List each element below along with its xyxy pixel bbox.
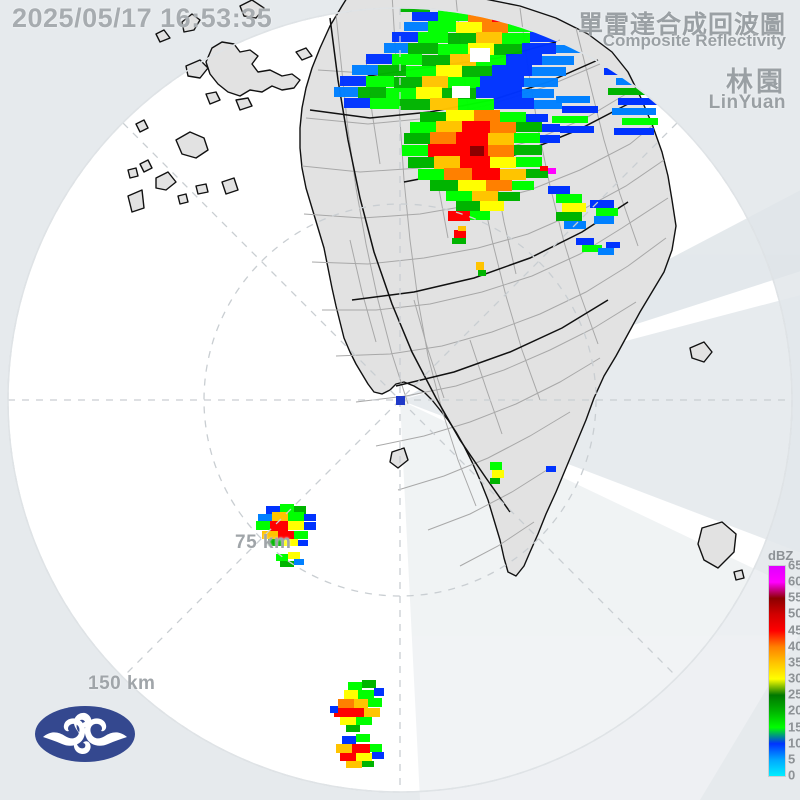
penghu-islet-5 [239, 0, 265, 19]
legend-tick-60: 60 [788, 573, 800, 589]
legend-tick-35: 35 [788, 654, 800, 670]
legend-tick-25: 25 [788, 686, 800, 702]
cwa-logo [35, 706, 135, 762]
legend-tick-0: 0 [788, 767, 796, 783]
legend-colorbar [768, 565, 786, 777]
legend-tick-55: 55 [788, 589, 800, 605]
penghu-islet-8 [139, 159, 153, 173]
legend-tick-40: 40 [788, 638, 800, 654]
legend-tick-15: 15 [788, 719, 800, 735]
legend-tick-30: 30 [788, 670, 800, 686]
legend-tick-45: 45 [788, 622, 800, 638]
penghu-islet-2 [205, 91, 221, 105]
penghu-baisha [185, 59, 209, 79]
station-name-en: LinYuan [708, 92, 786, 113]
spoke-nwse [122, 122, 678, 678]
penghu-islet-7 [135, 119, 149, 133]
product-title-zh: 單雷達合成回波圖 [577, 11, 786, 39]
landmass-layer [127, 0, 745, 581]
penghu-islet-14 [177, 193, 189, 205]
legend-tick-50: 50 [788, 605, 800, 621]
product-title-en: Composite Reflectivity [602, 31, 786, 50]
penghu-islet-11 [195, 183, 209, 195]
legend-tick-20: 20 [788, 702, 800, 718]
penghu-main [205, 41, 301, 97]
lanyu-islet [733, 569, 745, 581]
logo-wind-mark [43, 712, 127, 754]
reflectivity-legend: dBZ 65 60 55 50 45 40 35 30 25 20 15 10 5 0 [760, 548, 800, 788]
lvdao-island [689, 341, 713, 363]
penghu-islet-1 [155, 29, 171, 43]
legend-tick-65: 65 [788, 557, 800, 573]
liuqiu-island [389, 447, 409, 469]
spoke-nesw [122, 122, 678, 678]
penghu-islet-4 [295, 47, 313, 61]
logo-ellipse [35, 706, 135, 762]
radar-site-marker [396, 396, 405, 405]
legend-title: dBZ [768, 548, 794, 563]
range-ring-label-150km: 150 km [88, 673, 156, 694]
penghu-islet-12 [221, 177, 239, 195]
legend-tick-5: 5 [788, 751, 796, 767]
range-ring-label-75km: 75 km [235, 532, 292, 553]
penghu-islet-9 [127, 167, 139, 179]
penghu-islet-6 [175, 131, 209, 159]
reflectivity-echo-layer [256, 8, 660, 768]
station-name-zh: 林園 [726, 67, 786, 97]
penghu-islet-10 [155, 171, 177, 191]
penghu-yuweng [181, 13, 201, 33]
timestamp-label: 2025/05/17 16:53:35 [12, 3, 273, 33]
penghu-islet-13 [127, 189, 145, 213]
legend-tick-10: 10 [788, 735, 800, 751]
penghu-islet-3 [235, 97, 253, 111]
coverage-outline [7, 7, 793, 793]
lanyu-island [697, 521, 737, 569]
